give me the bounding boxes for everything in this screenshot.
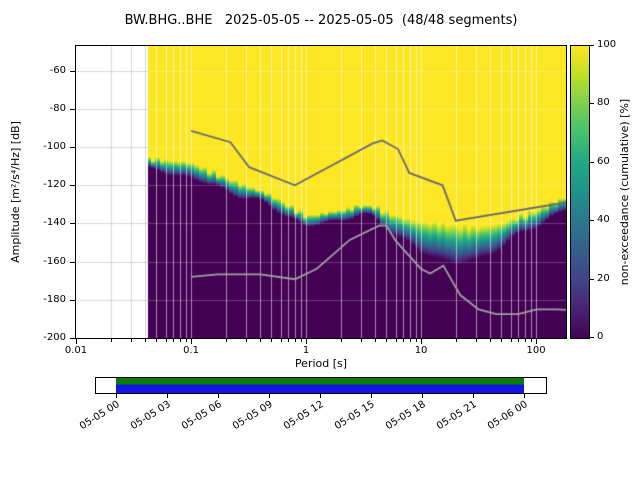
- timeline-tick: [524, 394, 525, 398]
- colorbar-tick-label: 60: [597, 155, 610, 167]
- y-tick: [70, 109, 75, 110]
- y-tick-label: -140: [43, 217, 66, 229]
- y-tick-label: -100: [43, 141, 66, 153]
- y-tick-label: -120: [43, 179, 66, 191]
- x-minor-tick: [145, 339, 146, 342]
- x-tick: [191, 339, 192, 344]
- ppsd-heatmap-canvas: [76, 46, 566, 338]
- timeline-tick-label: 05-05 15: [332, 399, 377, 433]
- colorbar-tick: [590, 279, 594, 280]
- x-minor-tick: [403, 339, 404, 342]
- colorbar-gradient: [571, 46, 589, 338]
- timeline-tick: [422, 394, 423, 398]
- x-tick-label: 1: [302, 345, 310, 356]
- colorbar-tick-label: 20: [597, 272, 610, 284]
- x-tick: [421, 339, 422, 344]
- x-minor-tick: [525, 339, 526, 342]
- x-tick: [76, 339, 77, 344]
- timeline-tick: [371, 394, 372, 398]
- x-minor-tick: [301, 339, 302, 342]
- timeline-tick: [116, 394, 117, 398]
- y-tick: [70, 338, 75, 339]
- x-minor-tick: [396, 339, 397, 342]
- x-minor-tick: [260, 339, 261, 342]
- x-minor-tick: [271, 339, 272, 342]
- timeline-tick-label: 05-05 18: [383, 399, 428, 433]
- x-minor-tick: [295, 339, 296, 342]
- x-minor-tick: [456, 339, 457, 342]
- y-tick-label: -80: [49, 102, 66, 114]
- timeline-tick: [167, 394, 168, 398]
- timeline-tick: [473, 394, 474, 398]
- timeline-tick-label: 05-05 03: [128, 399, 173, 433]
- y-tick-label: -60: [49, 64, 66, 76]
- colorbar-tick: [590, 337, 594, 338]
- y-tick: [70, 223, 75, 224]
- y-tick: [70, 147, 75, 148]
- timeline-coverage-fill: [115, 378, 524, 393]
- colorbar-tick-label: 100: [597, 39, 617, 50]
- x-tick: [306, 339, 307, 344]
- x-minor-tick: [490, 339, 491, 342]
- x-minor-tick: [386, 339, 387, 342]
- x-tick: [536, 339, 537, 344]
- y-tick: [70, 71, 75, 72]
- x-minor-tick: [226, 339, 227, 342]
- chart-title: BW.BHG..BHE 2025-05-05 -- 2025-05-05 (48…: [124, 13, 518, 28]
- colorbar: [570, 45, 590, 339]
- x-tick-label: 10: [414, 345, 428, 356]
- colorbar-tick: [590, 162, 594, 163]
- y-tick: [70, 185, 75, 186]
- x-minor-tick: [281, 339, 282, 342]
- x-minor-tick: [361, 339, 362, 342]
- x-minor-tick: [410, 339, 411, 342]
- x-minor-tick: [156, 339, 157, 342]
- x-minor-tick: [131, 339, 132, 342]
- x-tick-label: 0.01: [64, 345, 88, 356]
- timeline-tick-label: 05-05 00: [77, 399, 122, 433]
- y-tick-label: -160: [43, 255, 66, 267]
- colorbar-tick-label: 40: [597, 214, 610, 226]
- colorbar-label: non-exceedance (cumulative) [%]: [618, 98, 631, 286]
- x-minor-tick: [416, 339, 417, 342]
- x-minor-tick: [111, 339, 112, 342]
- colorbar-tick: [590, 103, 594, 104]
- x-minor-tick: [531, 339, 532, 342]
- x-minor-tick: [180, 339, 181, 342]
- timeline-bar: [95, 377, 547, 394]
- x-minor-tick: [476, 339, 477, 342]
- x-minor-tick: [246, 339, 247, 342]
- plot-area: [75, 45, 567, 339]
- x-axis-label: Period [s]: [294, 357, 348, 370]
- x-minor-tick: [288, 339, 289, 342]
- timeline-tick: [320, 394, 321, 398]
- x-minor-tick: [186, 339, 187, 342]
- colorbar-tick: [590, 220, 594, 221]
- x-minor-tick: [166, 339, 167, 342]
- x-minor-tick: [518, 339, 519, 342]
- timeline-tick-label: 05-05 06: [179, 399, 224, 433]
- x-minor-tick: [511, 339, 512, 342]
- timeline-tick-label: 05-05 21: [434, 399, 479, 433]
- x-minor-tick: [375, 339, 376, 342]
- colorbar-tick: [590, 45, 594, 46]
- timeline-tick: [218, 394, 219, 398]
- x-minor-tick: [501, 339, 502, 342]
- x-minor-tick: [173, 339, 174, 342]
- x-tick-label: 0.1: [183, 345, 199, 356]
- y-tick: [70, 262, 75, 263]
- timeline-tick-label: 05-05 09: [230, 399, 275, 433]
- timeline-tick-label: 05-06 00: [485, 399, 530, 433]
- y-tick: [70, 300, 75, 301]
- x-minor-tick: [341, 339, 342, 342]
- y-tick-label: -180: [43, 293, 66, 305]
- colorbar-tick-label: 0: [597, 331, 604, 342]
- x-tick-label: 100: [526, 345, 546, 356]
- y-tick-label: -200: [43, 332, 66, 343]
- colorbar-tick-label: 80: [597, 97, 610, 109]
- timeline-tick-label: 05-05 12: [281, 399, 326, 433]
- timeline-tick: [269, 394, 270, 398]
